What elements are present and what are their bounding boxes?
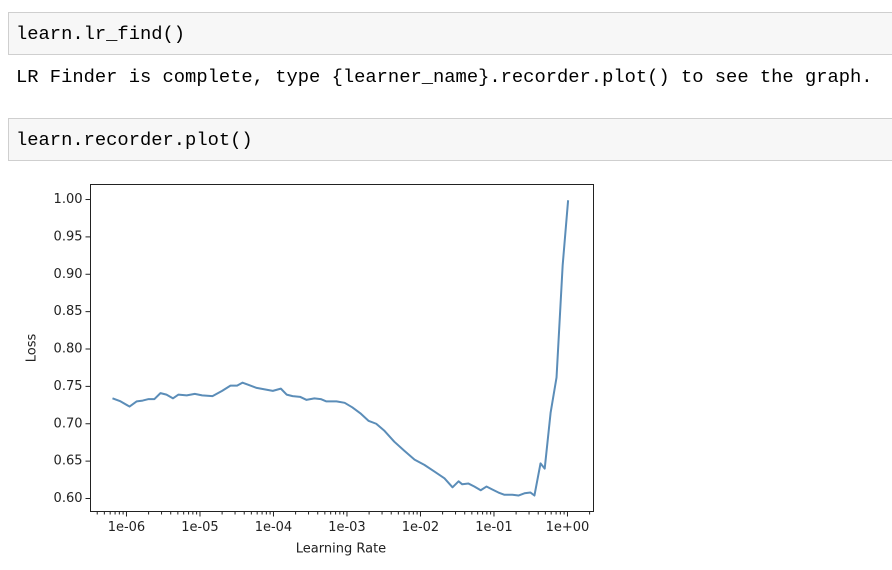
x-tick-label: 1e-06 — [108, 520, 146, 535]
input-cell[interactable] — [8, 118, 892, 161]
cell-input: learn.recorder.plot() — [16, 129, 253, 151]
x-tick-label: 1e+00 — [546, 520, 590, 535]
cell-input: learn.lr_find() — [16, 23, 185, 45]
y-tick-label: 0.65 — [54, 454, 83, 469]
y-tick-label: 0.60 — [54, 491, 83, 506]
y-tick-label: 0.85 — [54, 304, 83, 319]
y-tick-label: 0.70 — [54, 416, 83, 431]
x-tick-label: 1e-04 — [255, 520, 293, 535]
x-tick-label: 1e-03 — [328, 520, 366, 535]
y-tick-label: 0.75 — [54, 379, 83, 394]
cell-output: LR Finder is complete, type {learner_nam… — [16, 66, 873, 88]
x-tick-label: 1e-02 — [402, 520, 440, 535]
y-tick-label: 1.00 — [54, 192, 83, 207]
y-tick-label: 0.80 — [54, 342, 83, 357]
y-tick-label: 0.90 — [54, 267, 83, 282]
x-tick-label: 1e-01 — [475, 520, 513, 535]
plot-frame — [90, 184, 594, 512]
x-axis-label: Learning Rate — [296, 542, 386, 557]
x-tick-label: 1e-05 — [181, 520, 219, 535]
loss-line — [112, 200, 570, 497]
y-tick-label: 0.95 — [54, 229, 83, 244]
y-axis-label: Loss — [25, 334, 40, 363]
input-cell[interactable] — [8, 12, 892, 55]
